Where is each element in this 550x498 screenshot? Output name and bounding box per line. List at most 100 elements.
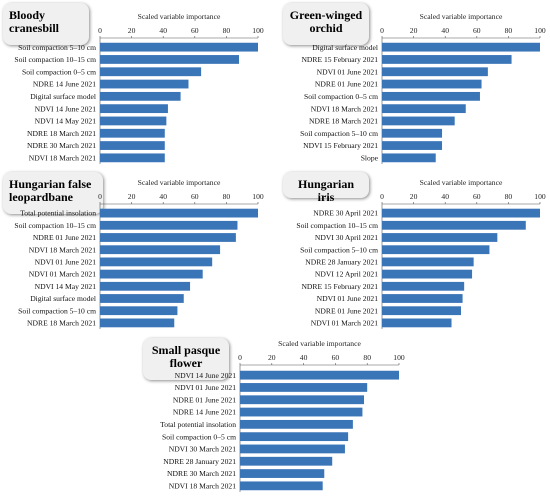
x-axis-title: Scaled variable importance: [278, 339, 361, 348]
bar: [382, 257, 474, 267]
y-category-label: NDVI 01 June 2021: [317, 294, 379, 303]
x-tick-label: 60: [473, 192, 481, 201]
chart-title-badge: Green-winged orchid: [283, 3, 369, 45]
x-tick-label: 80: [223, 26, 231, 35]
y-category-label: NDVI 18 March 2021: [29, 153, 96, 162]
bar: [100, 294, 184, 303]
x-tick-label: 40: [300, 353, 308, 362]
bar: [100, 245, 221, 255]
bar: [100, 55, 240, 64]
y-category-label: Digital surface model: [30, 294, 96, 303]
x-axis-title: Scaled variable importance: [138, 178, 221, 187]
bar: [100, 67, 202, 77]
chart-title-badge: Bloody cranesbill: [3, 3, 89, 45]
y-category-label: NDVI 14 May 2021: [35, 117, 97, 126]
y-category-label: NDVI 14 May 2021: [35, 282, 97, 291]
x-tick-label: 100: [534, 192, 546, 201]
x-tick-label: 100: [534, 26, 546, 35]
bar: [100, 281, 191, 291]
bar: [100, 257, 213, 267]
x-axis-title: Scaled variable importance: [138, 12, 221, 21]
bar: [382, 318, 452, 328]
bar: [240, 469, 325, 478]
y-category-label: NDRE 18 March 2021: [27, 319, 96, 328]
chart-title-badge: Hungarian false leopardbane: [3, 172, 103, 214]
y-category-label: NDVI 14 June 2021: [175, 371, 237, 380]
y-category-label: Digital surface model: [30, 92, 96, 101]
bar: [100, 306, 178, 316]
x-tick-label: 40: [159, 26, 167, 35]
y-category-label: NDRE 30 March 2021: [167, 469, 236, 478]
x-tick-label: 100: [252, 192, 264, 201]
y-category-label: NDRE 18 March 2021: [27, 129, 96, 138]
x-tick-label: 80: [505, 26, 513, 35]
bar: [240, 444, 345, 454]
y-category-label: NDVI 01 March 2021: [29, 270, 96, 279]
y-category-label: NDVI 01 June 2021: [35, 258, 97, 267]
y-category-label: Soil compaction 5–10 cm: [300, 129, 378, 138]
x-tick-label: 40: [441, 26, 449, 35]
x-tick-label: 80: [505, 192, 513, 201]
y-category-label: NDVI 18 March 2021: [311, 104, 378, 113]
y-category-label: NDRE 14 June 2021: [33, 80, 96, 89]
bar: [382, 116, 455, 126]
x-tick-label: 20: [128, 192, 136, 201]
y-category-label: NDVI 18 March 2021: [169, 481, 236, 490]
bar: [382, 208, 540, 218]
bar: [240, 456, 333, 466]
bar: [100, 208, 258, 218]
y-category-label: Soil compaction 5–10 cm: [18, 306, 96, 315]
x-tick-label: 0: [98, 26, 102, 35]
y-category-label: NDRE 30 March 2021: [27, 141, 96, 150]
y-category-label: NDRE 01 June 2021: [33, 233, 96, 242]
y-category-label: Soil compaction 0–5 cm: [162, 432, 236, 441]
bar: [382, 42, 540, 52]
y-category-label: NDVI 01 June 2021: [175, 383, 237, 392]
chart-title-badge: Hungarian iris: [283, 172, 369, 204]
bar: [100, 128, 165, 138]
bar: [382, 67, 488, 77]
x-axis-title: Scaled variable importance: [420, 178, 503, 187]
x-tick-label: 0: [380, 26, 384, 35]
x-tick-label: 0: [380, 192, 384, 201]
y-category-label: Soil compaction 0–5 cm: [22, 67, 96, 76]
x-tick-label: 60: [191, 26, 199, 35]
bar: [382, 220, 526, 230]
y-category-label: Total potential insolation: [20, 209, 96, 218]
bar: [382, 79, 482, 89]
bar: [240, 395, 365, 405]
x-tick-label: 100: [252, 26, 264, 35]
y-category-label: NDRE 01 June 2021: [315, 80, 378, 89]
x-tick-label: 20: [410, 26, 418, 35]
bar: [100, 91, 181, 101]
y-category-label: NDRE 01 June 2021: [315, 306, 378, 315]
bar: [100, 269, 203, 279]
y-category-label: NDVI 01 March 2021: [311, 319, 378, 328]
x-axis-title: Scaled variable importance: [420, 12, 503, 21]
bar: [100, 153, 165, 163]
x-tick-label: 40: [441, 192, 449, 201]
y-category-label: NDVI 01 June 2021: [317, 67, 379, 76]
x-tick-label: 0: [98, 192, 102, 201]
y-category-label: Soil compaction 10–15 cm: [14, 221, 96, 230]
bar: [382, 245, 490, 255]
bar-chart-bloody-cranesbill: Scaled variable importance 0 20 40 60 80 100 So…: [14, 12, 264, 164]
bar-chart-hungarian-false-leopardbane: Scaled variable importance 0 20 40 60 80 100 To…: [14, 178, 264, 329]
x-tick-label: 60: [473, 26, 481, 35]
bar: [100, 42, 258, 52]
bar: [382, 294, 463, 303]
y-category-label: NDRE 15 February 2021: [301, 55, 378, 64]
bar: [382, 281, 465, 291]
x-tick-label: 20: [128, 26, 136, 35]
y-category-label: Total potential insolation: [160, 420, 236, 429]
y-category-label: NDRE 28 January 2021: [163, 457, 236, 466]
y-category-label: Soil compaction 5–10 cm: [18, 43, 96, 52]
y-category-label: NDRE 15 February 2021: [301, 282, 378, 291]
chart-title-badge: Small pasque flower: [143, 338, 229, 380]
x-tick-label: 20: [410, 192, 418, 201]
y-category-label: Soil compaction 10–15 cm: [296, 221, 378, 230]
x-tick-label: 40: [159, 192, 167, 201]
x-tick-label: 80: [223, 192, 231, 201]
bar-chart-hungarian-iris: Scaled variable importance 0 20 40 60 80 100 ND…: [296, 178, 546, 329]
y-category-label: NDVI 30 March 2021: [169, 445, 236, 454]
